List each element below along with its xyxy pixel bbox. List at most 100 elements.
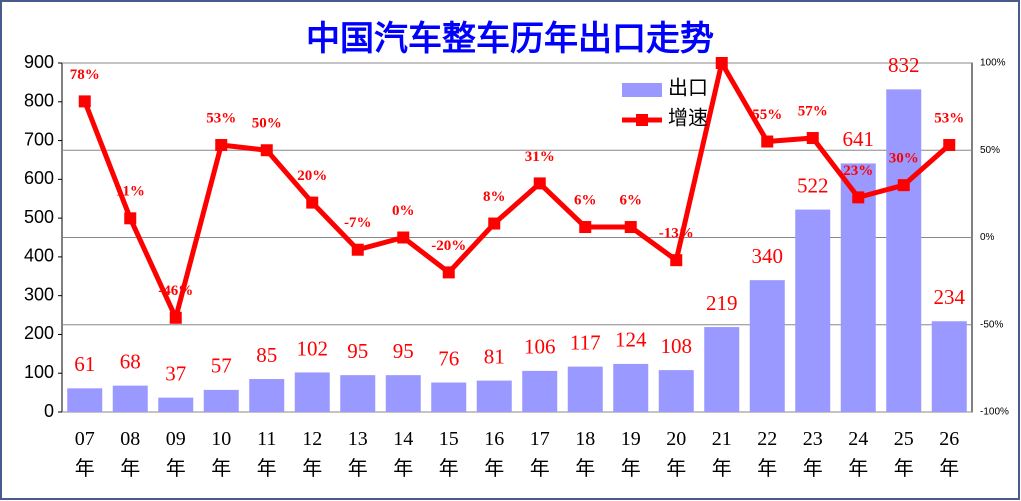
line-marker xyxy=(260,144,273,157)
legend-label: 增速 xyxy=(668,107,708,130)
line-value-label: -13% xyxy=(659,226,694,242)
y2-tick-label: -50% xyxy=(980,319,1003,330)
bar xyxy=(567,366,603,412)
bar xyxy=(886,89,922,412)
bar xyxy=(749,280,785,412)
bar-value-label: 832 xyxy=(888,53,920,77)
bar-value-label: 37 xyxy=(165,361,186,385)
y2-tick-label: 100% xyxy=(980,58,1006,69)
line-value-label: -7% xyxy=(344,215,372,231)
legend-swatch xyxy=(622,83,662,97)
line-value-label: 0% xyxy=(392,203,415,219)
bar-value-label: 641 xyxy=(843,127,875,151)
bar-value-label: 102 xyxy=(297,336,329,360)
line-value-label: 6% xyxy=(620,192,643,208)
y-tick-label: 700 xyxy=(24,129,54,149)
line-marker xyxy=(943,139,956,152)
line-marker xyxy=(533,177,546,190)
bar-value-label: 219 xyxy=(706,291,738,315)
line-marker xyxy=(806,132,819,145)
bar-value-label: 234 xyxy=(934,285,966,309)
line-value-label: 53% xyxy=(934,110,964,126)
bar-value-label: 81 xyxy=(484,344,505,368)
line-value-label: 50% xyxy=(252,116,282,132)
x-tick-label: 20年 xyxy=(666,428,687,480)
line-value-label: 31% xyxy=(525,149,555,165)
x-tick-label: 16年 xyxy=(484,428,505,480)
bar-value-label: 76 xyxy=(438,346,459,370)
line-marker xyxy=(761,135,774,148)
y-tick-label: 800 xyxy=(24,91,54,111)
line-marker xyxy=(397,231,410,244)
line-marker xyxy=(215,139,228,152)
bar xyxy=(795,209,831,412)
x-tick-label: 22年 xyxy=(757,428,778,480)
line-marker xyxy=(670,254,683,267)
bar xyxy=(840,163,876,412)
y-tick-label: 300 xyxy=(24,284,54,304)
line-value-label: 8% xyxy=(483,189,506,205)
bar xyxy=(658,370,694,412)
bar xyxy=(67,388,103,412)
bar xyxy=(704,327,740,412)
y-tick-label: 0 xyxy=(44,401,54,421)
line-value-label: 20% xyxy=(297,168,327,184)
y-tick-label: 200 xyxy=(24,323,54,343)
bar-value-label: 117 xyxy=(570,330,601,354)
line-value-label: 30% xyxy=(889,151,919,167)
x-tick-label: 17年 xyxy=(529,428,550,480)
x-tick-label: 10年 xyxy=(211,428,232,480)
bar-value-label: 61 xyxy=(74,352,95,376)
line-value-label: 11% xyxy=(116,184,145,200)
y2-tick-label: 0% xyxy=(980,232,995,243)
bar xyxy=(340,375,376,412)
bar-value-label: 95 xyxy=(347,339,368,363)
y-tick-label: 400 xyxy=(24,246,54,266)
line-value-label: -20% xyxy=(431,238,466,254)
x-tick-label: 13年 xyxy=(347,428,368,480)
bar-value-label: 95 xyxy=(393,339,414,363)
line-value-label: 78% xyxy=(70,67,100,83)
line-marker xyxy=(78,95,91,108)
line-marker xyxy=(715,57,728,69)
bar xyxy=(294,372,330,412)
bar-value-label: 85 xyxy=(256,343,277,367)
legend-label: 出口 xyxy=(668,77,708,100)
bar-value-label: 340 xyxy=(752,244,784,268)
bar xyxy=(158,397,194,412)
x-tick-label: 15年 xyxy=(438,428,459,480)
y-tick-label: 100 xyxy=(24,362,54,382)
line-marker xyxy=(351,243,364,256)
line-marker xyxy=(488,217,501,230)
x-tick-label: 08年 xyxy=(120,428,141,480)
line-marker xyxy=(124,212,137,225)
legend-swatch xyxy=(636,114,648,126)
line-value-label: 53% xyxy=(206,110,236,126)
bar xyxy=(613,363,649,412)
growth-line xyxy=(82,60,951,321)
line-marker xyxy=(442,266,455,279)
bar xyxy=(476,380,512,412)
x-tick-label: 12年 xyxy=(302,428,323,480)
x-tick-label: 21年 xyxy=(711,428,732,480)
bar-value-label: 106 xyxy=(524,335,556,359)
x-tick-label: 26年 xyxy=(939,428,960,480)
chart-title: 中国汽车整车历年出口走势 xyxy=(306,20,714,58)
x-tick-label: 23年 xyxy=(802,428,823,480)
x-tick-label: 09年 xyxy=(165,428,186,480)
y-tick-label: 500 xyxy=(24,207,54,227)
bar-value-label: 522 xyxy=(797,173,829,197)
y2-tick-label: -100% xyxy=(980,407,1009,418)
x-tick-label: 07年 xyxy=(74,428,95,480)
x-tick-label: 18年 xyxy=(575,428,596,480)
x-tick-label: 11年 xyxy=(256,428,277,480)
line-value-label: -46% xyxy=(158,283,193,299)
x-tick-label: 19年 xyxy=(620,428,641,480)
bar xyxy=(203,389,239,412)
line-value-label: 23% xyxy=(843,163,873,179)
x-tick-label: 14年 xyxy=(393,428,414,480)
bar xyxy=(112,385,148,412)
y2-tick-label: 50% xyxy=(980,145,1000,156)
x-tick-label: 25年 xyxy=(893,428,914,480)
line-marker xyxy=(852,191,865,204)
